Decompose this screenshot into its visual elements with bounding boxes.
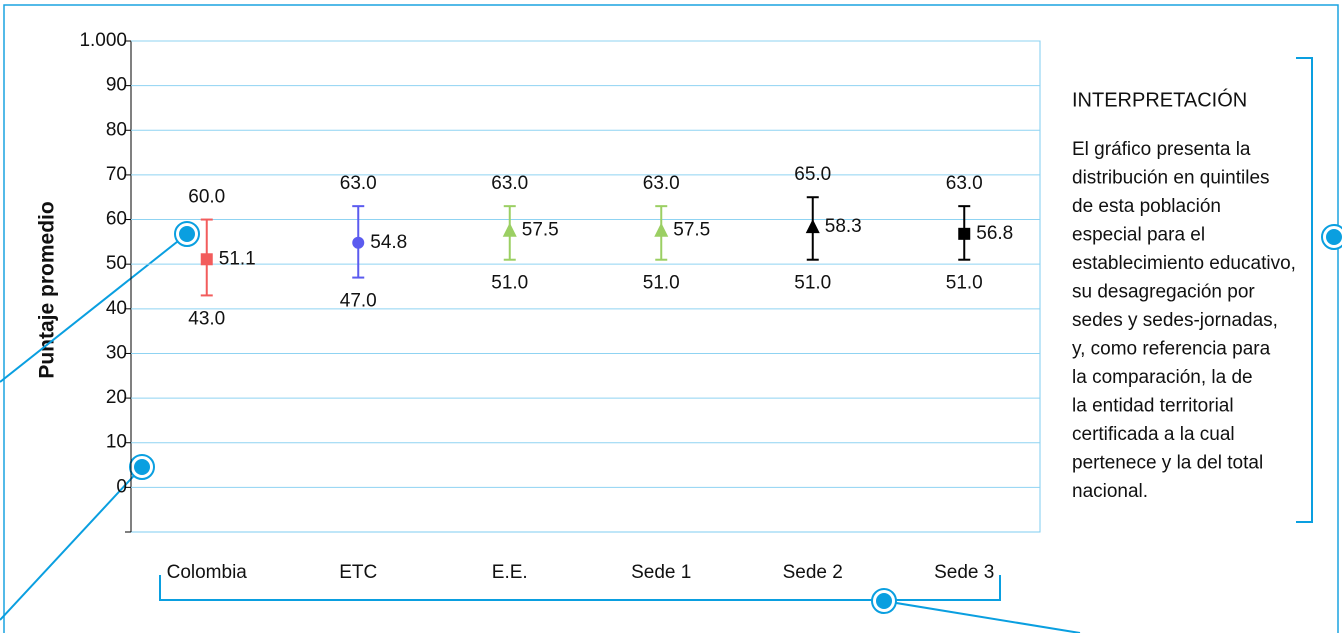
interpretation-line: certificada a la cual — [1072, 424, 1235, 445]
high-label: 63.0 — [643, 173, 680, 194]
frame — [3, 4, 1339, 633]
interpretation-line: de esta población — [1072, 196, 1221, 217]
y-tick-label: 60 — [106, 209, 127, 230]
interpretation-line: El gráfico presenta la — [1072, 139, 1251, 160]
x-tick-label: Sede 3 — [934, 562, 994, 583]
value-label: 54.8 — [370, 232, 407, 253]
low-label: 51.0 — [946, 273, 983, 294]
interpretation-line: distribución en quintiles — [1072, 168, 1270, 189]
x-tick-label: Sede 1 — [631, 562, 691, 583]
value-label: 56.8 — [976, 223, 1013, 244]
low-label: 43.0 — [188, 308, 225, 329]
high-label: 63.0 — [340, 173, 377, 194]
x-tick-label: ETC — [339, 562, 377, 583]
y-tick-label: 30 — [106, 342, 127, 363]
interpretation-line: y, como referencia para — [1072, 339, 1271, 360]
callouts — [0, 57, 1313, 633]
interpretation-line: pertenece y la del total — [1072, 453, 1263, 474]
y-tick-label: 80 — [106, 119, 127, 140]
low-label: 47.0 — [340, 291, 377, 312]
x-tick-label: Sede 2 — [783, 562, 843, 583]
high-label: 60.0 — [188, 187, 225, 208]
interpretation-line: establecimiento educativo, — [1072, 253, 1296, 274]
interpretation-text: El gráfico presenta la distribución en qu… — [1072, 139, 1296, 502]
high-label: 63.0 — [946, 173, 983, 194]
y-tick-label: 10 — [106, 432, 127, 453]
value-label: 51.1 — [219, 248, 256, 269]
low-label: 51.0 — [794, 273, 831, 294]
interpretation-line: la entidad territorial — [1072, 396, 1234, 417]
interpretation-line: sedes y sedes-jornadas, — [1072, 310, 1278, 331]
high-label: 63.0 — [491, 173, 528, 194]
interpretation-line: nacional. — [1072, 481, 1148, 502]
y-tick-label: 20 — [106, 387, 127, 408]
value-label: 57.5 — [673, 220, 710, 241]
callout-dots — [129, 221, 1342, 614]
y-tick-label: 40 — [106, 298, 127, 319]
plot-area — [130, 40, 1041, 533]
interpretation-title: INTERPRETACIÓN — [1072, 88, 1247, 111]
interpretation-line: la comparación, la de — [1072, 367, 1253, 388]
value-label: 57.5 — [522, 220, 559, 241]
x-tick-label: Colombia — [167, 562, 248, 583]
low-label: 51.0 — [643, 273, 680, 294]
y-axis-title: Puntaje promedio — [36, 201, 59, 378]
marker — [805, 219, 820, 234]
value-label: 58.3 — [825, 216, 862, 237]
y-tick-label: 90 — [106, 75, 127, 96]
marker — [958, 227, 971, 240]
high-label: 65.0 — [794, 164, 831, 185]
marker — [352, 236, 365, 249]
marker — [200, 253, 213, 266]
marker — [654, 222, 669, 237]
x-tick-label: E.E. — [492, 562, 528, 583]
y-tick-label: 1.000 — [79, 30, 127, 51]
interpretation-line: especial para el — [1072, 225, 1205, 246]
marker — [502, 222, 517, 237]
low-label: 51.0 — [491, 273, 528, 294]
y-tick-label: 50 — [106, 253, 127, 274]
y-tick-label: 0 — [116, 476, 127, 497]
interpretation-line: su desagregación por — [1072, 282, 1255, 303]
y-tick-label: 70 — [106, 164, 127, 185]
